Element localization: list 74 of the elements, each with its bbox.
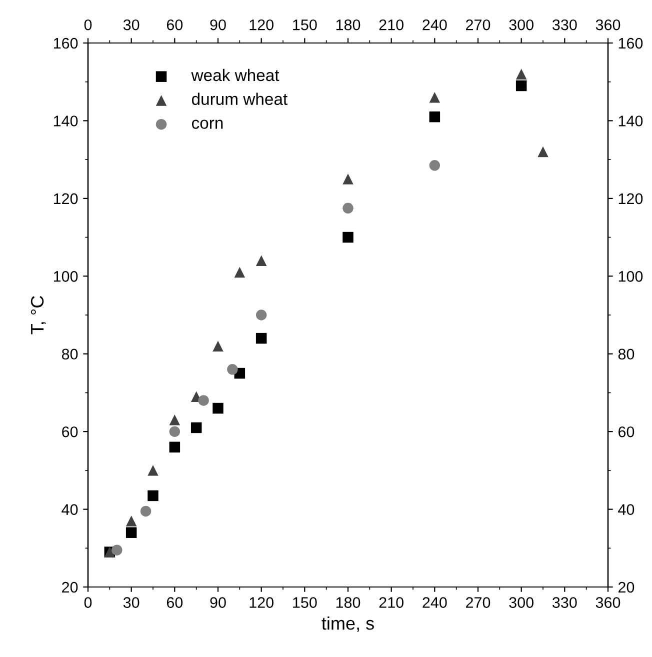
legend-label: corn: [192, 120, 223, 129]
x2-tick-label: 270: [466, 19, 490, 30]
point: [190, 422, 202, 434]
x2-tick-label: 180: [336, 19, 360, 30]
point: [429, 160, 440, 171]
y-tick-label: 100: [54, 271, 78, 282]
point: [198, 395, 209, 406]
y-tick-label: 20: [62, 582, 78, 593]
y-tick-label: 80: [62, 348, 78, 360]
x2-tick-label: 330: [552, 19, 577, 30]
point: [212, 402, 224, 414]
point: [429, 92, 440, 103]
point: [256, 255, 267, 266]
point: [429, 111, 440, 122]
x-tick-label: 180: [336, 597, 360, 608]
legend-label: durum wheat: [192, 92, 288, 105]
y2-tick-label: 80: [618, 348, 634, 360]
x2-tick-label: 0: [84, 19, 92, 30]
point: [256, 310, 267, 320]
y-tick-label: 40: [62, 504, 78, 515]
x-tick-label: 330: [552, 597, 577, 608]
x2-tick-label: 210: [379, 19, 404, 30]
x-tick-label: 360: [596, 597, 620, 608]
point: [148, 490, 158, 502]
x2-tick-label: 90: [210, 19, 226, 30]
point: [212, 340, 224, 352]
y2-tick-label: 40: [618, 504, 634, 515]
y-tick-label: 160: [54, 38, 78, 49]
x2-tick-label: 120: [250, 19, 274, 30]
x-tick-label: 240: [422, 597, 447, 608]
x-tick-label: 0: [84, 597, 92, 608]
point: [342, 232, 354, 243]
x2-tick-label: 30: [123, 19, 140, 30]
point: [516, 80, 527, 92]
x-tick-label: 60: [166, 597, 183, 608]
x-tick-label: 120: [250, 597, 274, 608]
point: [169, 426, 180, 437]
point: [342, 202, 354, 214]
point: [112, 544, 122, 556]
point: [227, 364, 238, 375]
x2-tick-label: 240: [422, 19, 447, 30]
point: [538, 146, 548, 158]
x2-tick-label: 60: [166, 19, 183, 30]
y2-tick-label: 60: [618, 426, 634, 438]
x-tick-label: 150: [293, 597, 317, 608]
x-axis-title: time, s: [322, 616, 374, 632]
y-tick-label: 120: [54, 193, 78, 204]
point: [256, 332, 267, 344]
legend-label: weak wheat: [191, 68, 280, 82]
y2-tick-label: 100: [618, 271, 643, 282]
x-tick-label: 270: [466, 597, 490, 608]
y2-tick-label: 160: [618, 38, 643, 49]
point: [126, 527, 137, 538]
x2-tick-label: 150: [293, 19, 317, 30]
point: [234, 266, 246, 278]
y-tick-label: 60: [62, 426, 78, 438]
x2-tick-label: 300: [509, 19, 534, 30]
y-axis-title: T, °C: [30, 296, 46, 334]
y2-tick-label: 20: [618, 582, 634, 593]
x-tick-label: 90: [210, 597, 226, 608]
x-tick-label: 30: [123, 597, 140, 608]
y2-tick-label: 140: [618, 116, 643, 126]
y-tick-label: 140: [54, 116, 78, 126]
point: [169, 414, 180, 426]
x-tick-label: 210: [379, 597, 404, 608]
point: [342, 174, 354, 184]
point: [140, 506, 152, 517]
point: [516, 68, 527, 80]
point: [169, 442, 180, 452]
x2-tick-label: 360: [596, 19, 620, 30]
x-tick-label: 300: [509, 597, 534, 608]
point: [148, 465, 158, 476]
y2-tick-label: 120: [618, 193, 643, 204]
point: [126, 516, 137, 526]
